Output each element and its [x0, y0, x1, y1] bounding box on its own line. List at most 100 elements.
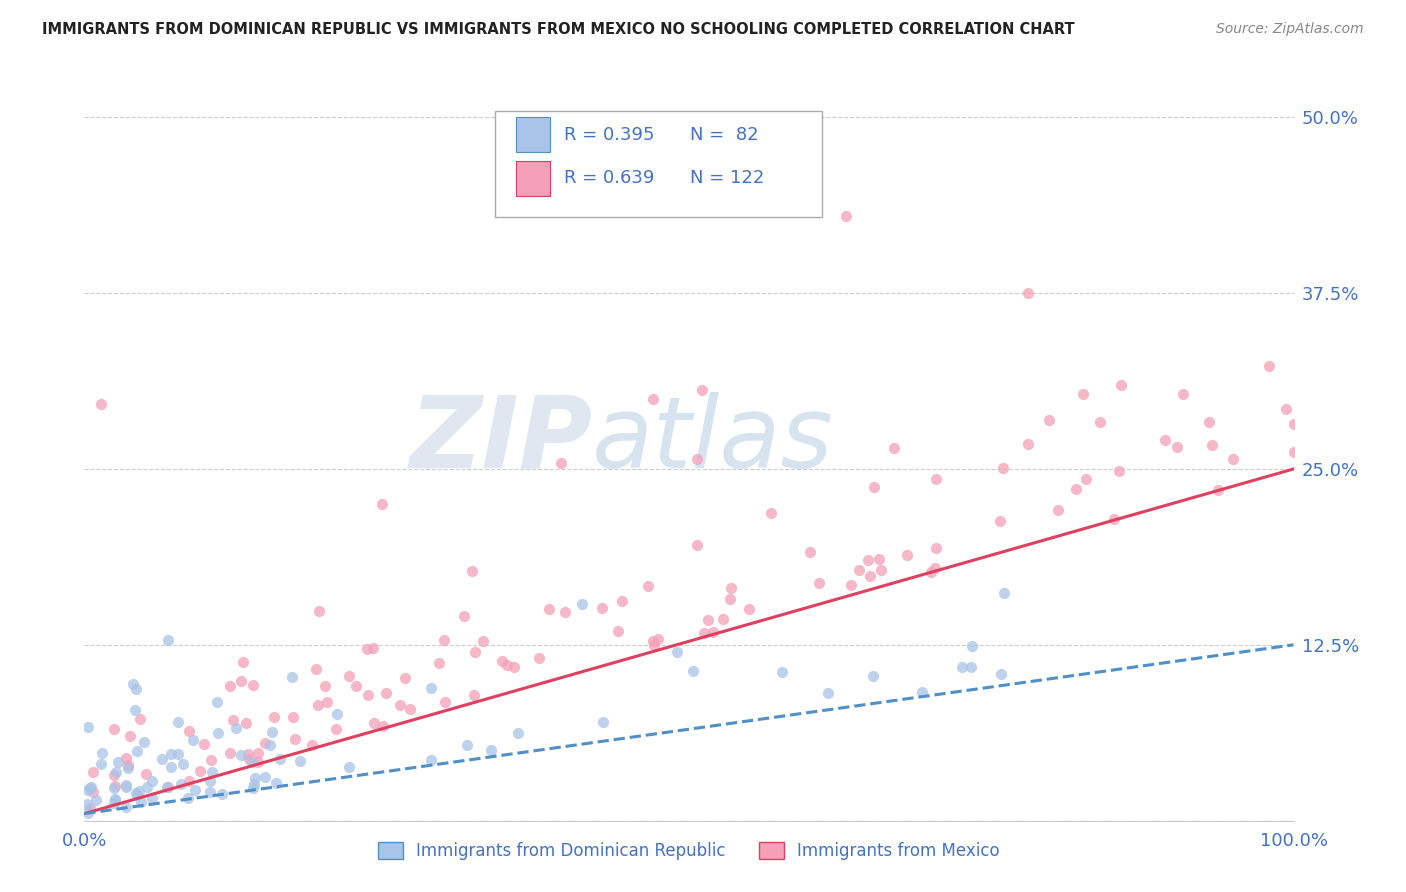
Point [859, 569, 882, 583]
Point [420, 681, 443, 695]
Point [356, 642, 378, 657]
Point [193, 737, 215, 751]
Point [305, 662, 328, 676]
Point [1166, 441, 1188, 455]
Point [124, 703, 146, 717]
Point [550, 456, 572, 470]
Point [218, 746, 240, 760]
Point [222, 713, 245, 727]
Point [1108, 464, 1130, 478]
Point [238, 752, 260, 766]
Point [738, 602, 761, 616]
Point [503, 659, 526, 673]
Point [592, 714, 614, 729]
Point [134, 735, 156, 749]
Point [491, 654, 513, 668]
Point [129, 795, 152, 809]
Point [188, 764, 211, 779]
Point [246, 755, 269, 769]
Point [1102, 511, 1125, 525]
Point [76, 782, 98, 797]
Point [388, 698, 411, 712]
Point [990, 667, 1012, 681]
Point [924, 472, 946, 486]
Point [159, 747, 181, 761]
Point [79, 801, 101, 815]
Point [641, 633, 664, 648]
Text: N =  82: N = 82 [690, 126, 759, 144]
Point [269, 752, 291, 766]
Point [118, 729, 141, 743]
Point [959, 659, 981, 673]
Point [177, 790, 200, 805]
Point [456, 738, 478, 752]
Point [883, 441, 905, 455]
Point [79, 780, 101, 795]
Point [281, 710, 304, 724]
Point [571, 598, 593, 612]
Point [308, 604, 330, 618]
Point [924, 560, 946, 574]
Point [104, 793, 127, 807]
Point [90, 397, 112, 411]
Legend: Immigrants from Dominican Republic, Immigrants from Mexico: Immigrants from Dominican Republic, Immi… [371, 836, 1007, 867]
Point [337, 760, 360, 774]
Point [200, 753, 222, 767]
Point [177, 774, 200, 789]
Point [993, 586, 1015, 600]
Point [692, 625, 714, 640]
Point [1074, 472, 1097, 486]
Point [453, 609, 475, 624]
Point [711, 612, 734, 626]
Point [242, 776, 264, 790]
Point [591, 601, 613, 615]
Point [253, 770, 276, 784]
Point [841, 578, 863, 592]
Point [1171, 387, 1194, 401]
Point [856, 553, 879, 567]
Point [82, 764, 104, 779]
Point [666, 644, 689, 658]
Point [117, 761, 139, 775]
Point [107, 756, 129, 770]
Point [231, 748, 253, 763]
Text: ZIP: ZIP [409, 392, 592, 489]
Point [201, 764, 224, 779]
Point [80, 780, 103, 794]
Point [159, 760, 181, 774]
Point [103, 767, 125, 781]
Point [262, 725, 284, 739]
Point [920, 565, 942, 579]
Point [868, 552, 890, 566]
Point [394, 671, 416, 685]
Point [537, 602, 560, 616]
Point [104, 792, 127, 806]
Point [314, 679, 336, 693]
Point [896, 548, 918, 562]
Point [1017, 436, 1039, 450]
Point [1198, 415, 1220, 429]
Point [284, 731, 307, 746]
Point [1258, 359, 1281, 373]
Point [606, 624, 628, 639]
Point [103, 797, 125, 811]
Point [236, 747, 259, 761]
Point [167, 747, 190, 761]
Point [799, 545, 821, 559]
Point [370, 497, 392, 511]
Point [686, 538, 709, 552]
FancyBboxPatch shape [516, 117, 550, 153]
Point [82, 785, 104, 799]
Point [637, 579, 659, 593]
Point [170, 777, 193, 791]
Point [697, 613, 720, 627]
Point [463, 688, 485, 702]
Point [104, 779, 127, 793]
Point [242, 781, 264, 796]
Point [337, 669, 360, 683]
Point [135, 767, 157, 781]
Point [104, 764, 127, 779]
Point [862, 669, 884, 683]
Point [398, 702, 420, 716]
Point [156, 780, 179, 794]
